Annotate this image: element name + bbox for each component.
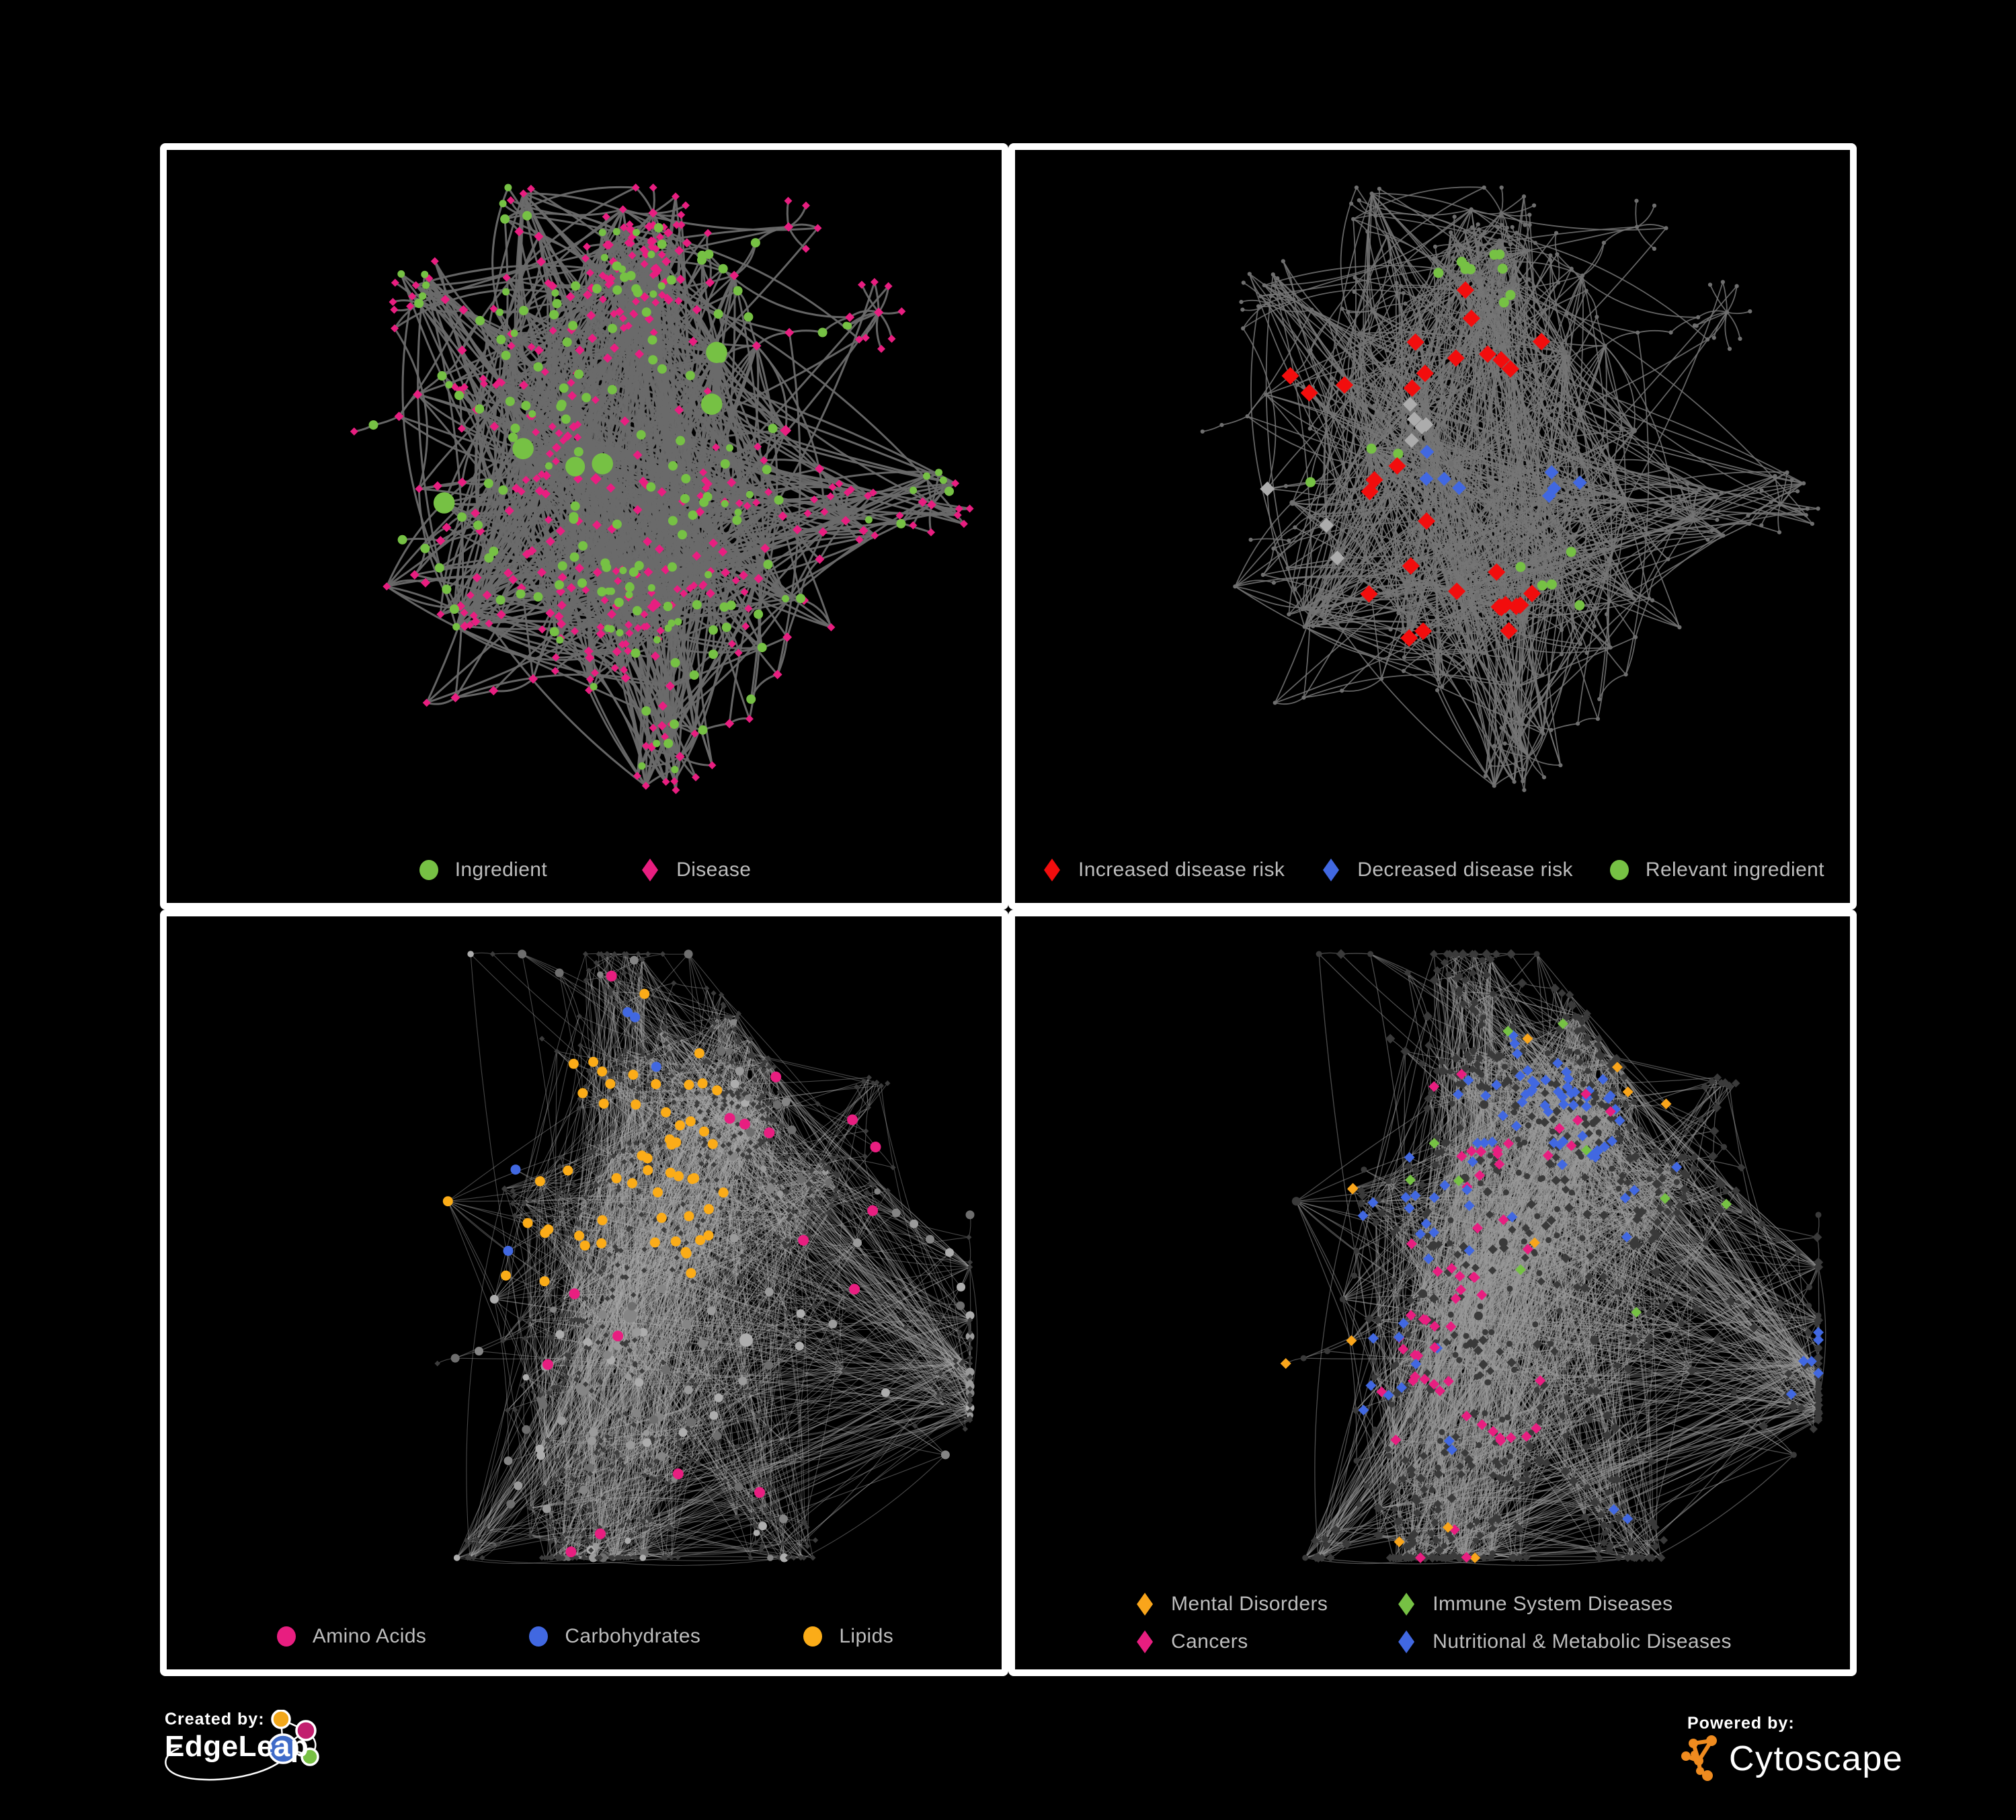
legend-item-decreased-disease-risk: Decreased disease risk (1320, 857, 1573, 883)
legend-label: Relevant ingredient (1645, 859, 1824, 881)
cytoscape-credit: Powered by: Cytoscape (1681, 1714, 1902, 1801)
footer: Created by: EdgeLeap Powered by: (0, 1676, 2016, 1820)
diamond-marker-icon (1398, 1593, 1415, 1616)
legend-label: Ingredient (454, 859, 548, 881)
legend-item-lipids: Lipids (801, 1624, 893, 1649)
circle-marker-icon (1609, 860, 1629, 880)
circle-marker-icon (276, 1626, 296, 1647)
legend-label: Disease (676, 859, 752, 881)
legend-item-amino-acids: Amino Acids (275, 1624, 426, 1649)
legend-item-disease: Disease (639, 857, 751, 883)
diamond-marker-icon (642, 859, 659, 881)
network-graph-disease-categories (1280, 949, 1826, 1567)
legend-label: Decreased disease risk (1357, 859, 1573, 881)
created-by-label: Created by: (165, 1710, 265, 1729)
diamond-marker-icon (1323, 859, 1340, 881)
legend-label: Carbohydrates (565, 1625, 701, 1647)
legend-item-nutritional-metabolic-diseases: Nutritional & Metabolic Diseases (1395, 1629, 1732, 1655)
legend-ingredient-disease: Ingredient Disease (167, 857, 1002, 883)
legend-label: Lipids (839, 1625, 894, 1647)
legend-label: Nutritional & Metabolic Diseases (1433, 1630, 1732, 1653)
panel-ingredient-disease: Ingredient Disease (160, 143, 1008, 910)
edgeleap-logo-icon (165, 1710, 319, 1781)
legend-label: Immune System Diseases (1433, 1593, 1673, 1615)
powered-by-label: Powered by: (1687, 1714, 1795, 1733)
diamond-marker-icon (1137, 1630, 1154, 1653)
cytoscape-logo-icon (1681, 1735, 1717, 1781)
legend-item-carbohydrates: Carbohydrates (527, 1624, 700, 1649)
legend-item-increased-disease-risk: Increased disease risk (1041, 857, 1285, 883)
network-graph-nutrient-groups (434, 949, 978, 1566)
panel-disease-categories: Mental Disorders Immune System Diseases Ca… (1008, 910, 1857, 1676)
circle-marker-icon (529, 1626, 549, 1647)
network-graph-ingredient-disease (350, 184, 974, 795)
legend-item-ingredient: Ingredient (417, 857, 547, 883)
panel-nutrient-groups: Amino Acids Carbohydrates Lipids (160, 910, 1008, 1676)
diamond-marker-icon (1137, 1593, 1154, 1616)
legend-item-immune-system-diseases: Immune System Diseases (1395, 1591, 1732, 1617)
legend-item-cancers: Cancers (1133, 1629, 1328, 1655)
legend-label: Cancers (1171, 1630, 1248, 1653)
edgeleap-credit: Created by: EdgeLeap (158, 1710, 360, 1811)
legend-item-mental-disorders: Mental Disorders (1133, 1591, 1328, 1617)
circle-marker-icon (419, 860, 438, 880)
diamond-marker-icon (1398, 1630, 1415, 1653)
legend-item-relevant-ingredient: Relevant ingredient (1608, 857, 1824, 883)
legend-disease-categories: Mental Disorders Immune System Diseases Ca… (1133, 1591, 1732, 1655)
legend-nutrient-groups: Amino Acids Carbohydrates Lipids (167, 1624, 1002, 1649)
network-graph-disease-risk (1200, 185, 1820, 793)
cytoscape-logo-text: Cytoscape (1729, 1739, 1904, 1778)
legend-label: Increased disease risk (1078, 859, 1285, 881)
edgeleap-logo-text: EdgeLeap (165, 1730, 309, 1763)
legend-label: Amino Acids (312, 1625, 427, 1647)
diamond-marker-icon (1044, 859, 1060, 881)
panel-disease-risk: Increased disease risk Decreased disease … (1008, 143, 1857, 910)
circle-marker-icon (803, 1626, 823, 1647)
legend-label: Mental Disorders (1171, 1593, 1328, 1615)
legend-disease-risk: Increased disease risk Decreased disease … (1015, 857, 1850, 883)
